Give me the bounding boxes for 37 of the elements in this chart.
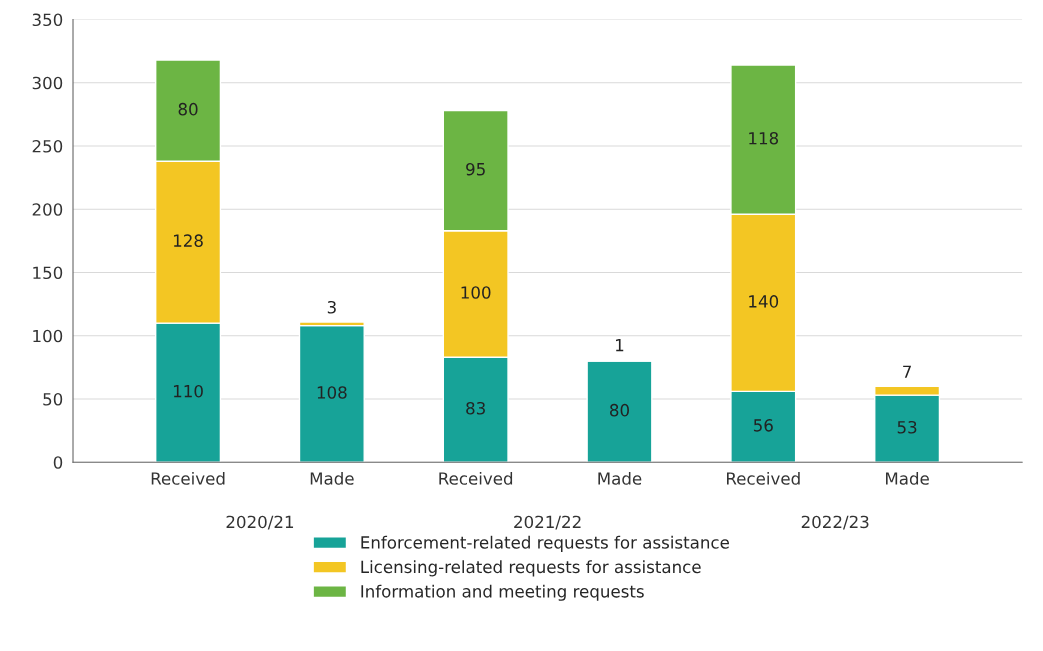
data-label: 1 <box>616 339 624 352</box>
data-label: 128 <box>173 234 203 247</box>
data-label: 80 <box>610 403 629 417</box>
legend-label: Enforcement-related requests for assistance <box>361 535 729 552</box>
y-tick-label: 150 <box>33 266 63 280</box>
text: 2021/22 <box>514 515 581 530</box>
bar <box>586 360 653 463</box>
text: 2020/21 <box>226 515 294 530</box>
legend-label: Information and meeting requests <box>361 584 644 601</box>
y-tick-label: 100 <box>33 329 63 343</box>
y-tick-label: 300 <box>32 76 63 90</box>
data-label: 80 <box>178 102 198 116</box>
x-tick-label: Made <box>886 471 929 485</box>
data-label: 53 <box>897 420 917 434</box>
data-label: 140 <box>749 295 779 308</box>
data-label: 118 <box>749 131 779 145</box>
data-label: 83 <box>466 401 485 415</box>
x-tick-label: Made <box>598 471 642 485</box>
data-label: 110 <box>173 384 203 398</box>
data-label: 100 <box>461 286 491 299</box>
data-label: 7 <box>903 365 911 378</box>
y-tick-label: 200 <box>32 203 63 216</box>
x-tick-label: Received <box>727 471 800 485</box>
x-tick-label: Received <box>151 471 225 485</box>
data-label: 56 <box>753 419 773 432</box>
text: 2022/23 <box>801 515 869 530</box>
x-tick-label: Received <box>439 471 513 485</box>
data-label: 108 <box>317 386 347 399</box>
legend-label: Licensing-related requests for assistance <box>361 560 701 577</box>
y-tick-label: 0 <box>53 456 63 469</box>
y-tick-label: 350 <box>32 13 63 27</box>
data-label: 3 <box>327 300 336 314</box>
data-label: 95 <box>466 162 485 176</box>
y-tick-label: 250 <box>32 139 63 153</box>
y-tick-label: 50 <box>43 392 63 406</box>
x-tick-label: Made <box>310 471 354 485</box>
bar <box>298 324 365 463</box>
